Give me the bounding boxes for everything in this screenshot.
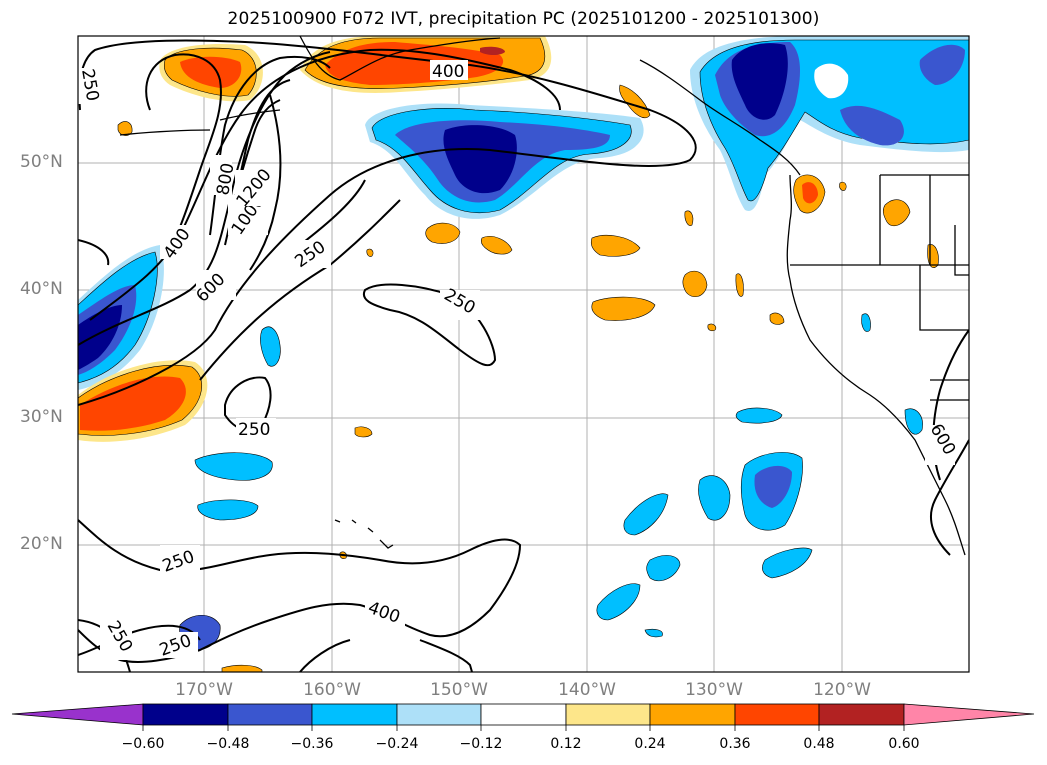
lon-label: 170°W: [175, 680, 233, 700]
colorbar: [11, 703, 1035, 731]
colorbar-segment: [480, 703, 567, 726]
lon-label: 120°W: [813, 680, 871, 700]
contour-labels: 250 400 600 800 1000 1200 400 250 250 25…: [77, 60, 959, 661]
colorbar-segment: [227, 703, 313, 726]
lat-label: 50°N: [20, 152, 63, 172]
colorbar-tick-label: 0.36: [719, 736, 751, 752]
lon-label: 140°W: [558, 680, 616, 700]
precip-negative-areas: [78, 36, 969, 651]
colorbar-segment: [734, 703, 820, 726]
colorbar-tick-label: −0.12: [459, 736, 503, 752]
colorbar-tick-label: 0.12: [550, 736, 582, 752]
contour-label: 250: [238, 420, 270, 440]
lat-label: 40°N: [20, 279, 63, 299]
map-frame: [77, 35, 970, 673]
colorbar-tick-label: 0.60: [888, 736, 920, 752]
colorbar-extend-high: [903, 703, 1035, 726]
colorbar-tick-label: −0.48: [206, 736, 250, 752]
colorbar-tick-label: −0.60: [121, 736, 165, 752]
lat-label: 20°N: [20, 534, 63, 554]
colorbar-extend-low: [11, 703, 144, 726]
coastlines: [119, 36, 969, 556]
colorbar-segment: [396, 703, 482, 726]
colorbar-tick-label: 0.48: [803, 736, 835, 752]
contour-label: 800: [213, 161, 238, 196]
colorbar-segment: [565, 703, 651, 726]
colorbar-tick-label: 0.24: [634, 736, 666, 752]
map-content: 250 400 600 800 1000 1200 400 250 250 25…: [77, 36, 969, 672]
colorbar-segment: [142, 703, 229, 726]
colorbar-tick-label: −0.24: [375, 736, 419, 752]
lat-label: 30°N: [20, 407, 63, 427]
colorbar-tick-label: −0.36: [290, 736, 334, 752]
lon-label: 160°W: [303, 680, 361, 700]
colorbar-segment: [311, 703, 398, 726]
map-title: 2025100900 F072 IVT, precipitation PC (2…: [227, 9, 820, 29]
colorbar-segment: [818, 703, 905, 726]
contour-label: 250: [77, 67, 102, 102]
lon-label: 130°W: [685, 680, 743, 700]
lon-label: 150°W: [430, 680, 488, 700]
contour-label: 400: [432, 62, 464, 82]
colorbar-segment: [649, 703, 736, 726]
